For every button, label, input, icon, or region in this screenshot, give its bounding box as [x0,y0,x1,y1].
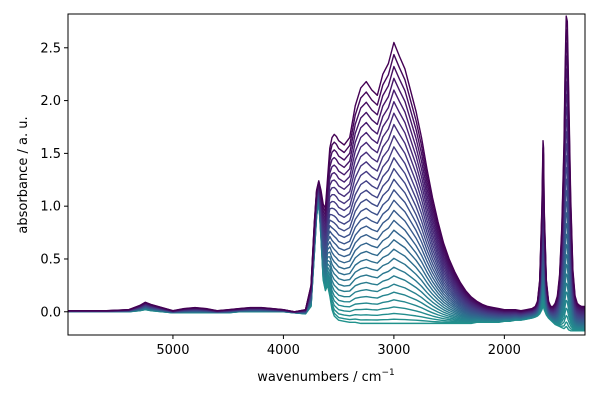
y-tick-label: 1.0 [40,200,61,215]
y-tick-label: 0.5 [40,252,61,267]
plot-frame [67,13,586,336]
y-tick-label: 0.0 [40,305,61,320]
x-axis-label-superscript: −1 [381,368,394,378]
x-tick-label: 4000 [267,343,300,358]
spectrum-line [68,15,585,313]
y-axis: 0.0 0.5 1.0 1.5 2.0 2.5 [40,41,68,320]
x-axis-label: wavenumbers / cm−1 [257,368,395,385]
x-tick-label: 5000 [156,343,189,358]
series-group [68,15,585,332]
y-tick-label: 2.0 [40,94,61,109]
x-tick-label: 3000 [377,343,410,358]
y-tick-label: 1.5 [40,147,61,162]
y-tick-label: 2.5 [40,41,61,56]
x-tick-label: 2000 [488,343,521,358]
x-axis-label-text: wavenumbers / cm [257,370,381,385]
x-axis: 5000 4000 3000 2000 [156,335,521,358]
y-axis-label: absorbance / a. u. [16,116,31,233]
